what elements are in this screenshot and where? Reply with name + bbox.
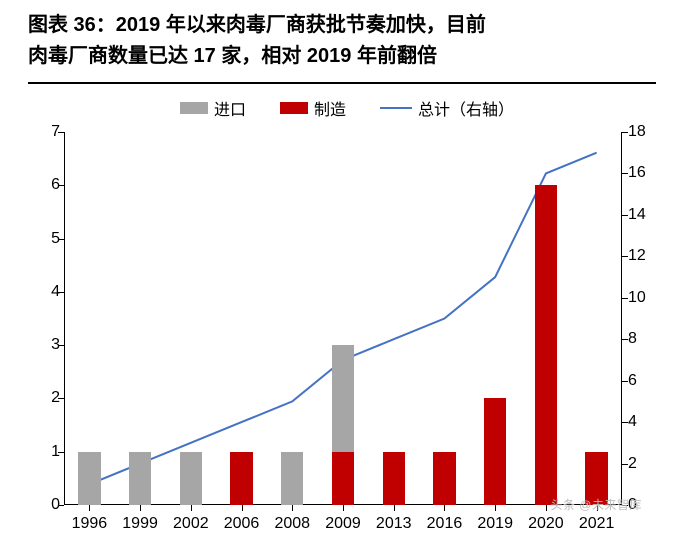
bar-manufacture (230, 452, 252, 505)
legend-item-manufacture: 制造 (280, 96, 346, 120)
legend-label-manufacture: 制造 (314, 96, 346, 120)
xtick (89, 505, 90, 511)
chart-title-line2: 肉毒厂商数量已达 17 家，相对 2019 年前翻倍 (28, 41, 656, 72)
legend: 进口 制造 总计（右轴） (28, 92, 666, 128)
xtick (191, 505, 192, 511)
xtick (343, 505, 344, 511)
legend-item-import: 进口 (180, 96, 246, 120)
xlabel: 1999 (122, 515, 158, 533)
ylabel-left: 5 (34, 230, 60, 248)
xtick (242, 505, 243, 511)
bar-manufacture (535, 185, 557, 505)
xlabel: 1996 (72, 515, 108, 533)
ylabel-right: 8 (628, 330, 658, 348)
ylabel-left: 0 (34, 496, 60, 514)
ylabel-left: 7 (34, 123, 60, 141)
ylabel-right: 2 (628, 455, 658, 473)
ylabel-right: 14 (628, 206, 658, 224)
legend-swatch-manufacture (280, 102, 308, 114)
ylabel-right: 4 (628, 413, 658, 431)
xlabel: 2008 (274, 515, 310, 533)
ylabel-right: 18 (628, 123, 658, 141)
legend-label-import: 进口 (214, 96, 246, 120)
bar-manufacture (484, 398, 506, 505)
legend-item-total: 总计（右轴） (380, 96, 514, 120)
ylabel-left: 3 (34, 336, 60, 354)
xlabel: 2006 (224, 515, 260, 533)
bar-manufacture (332, 452, 354, 505)
xlabel: 2013 (376, 515, 412, 533)
ylabel-left: 6 (34, 176, 60, 194)
legend-swatch-import (180, 102, 208, 114)
chart-title-line1: 图表 36：2019 年以来肉毒厂商获批节奏加快，目前 (28, 10, 656, 41)
bar-import (332, 345, 354, 452)
bar-import (180, 452, 202, 505)
bar-import (78, 452, 100, 505)
legend-swatch-total (380, 107, 412, 109)
xtick (394, 505, 395, 511)
ylabel-right: 16 (628, 164, 658, 182)
title-divider (28, 82, 656, 84)
xtick (140, 505, 141, 511)
xlabel: 2021 (579, 515, 615, 533)
xtick (292, 505, 293, 511)
xtick (495, 505, 496, 511)
ylabel-left: 4 (34, 283, 60, 301)
xlabel: 2020 (528, 515, 564, 533)
ylabel-right: 10 (628, 289, 658, 307)
xlabel: 2002 (173, 515, 209, 533)
watermark: 头条 @未来智库 (550, 496, 642, 513)
bar-import (281, 452, 303, 505)
xlabel: 2016 (427, 515, 463, 533)
plot-area: 0123456702468101214161819961999200220062… (64, 132, 622, 505)
bar-import (129, 452, 151, 505)
xtick (546, 505, 547, 511)
legend-label-total: 总计（右轴） (418, 96, 514, 120)
chart-container: 进口 制造 总计（右轴） 012345670246810121416181996… (28, 92, 666, 539)
xtick (444, 505, 445, 511)
bar-manufacture (383, 452, 405, 505)
bar-manufacture (433, 452, 455, 505)
ylabel-right: 6 (628, 372, 658, 390)
ylabel-left: 2 (34, 389, 60, 407)
xlabel: 2009 (325, 515, 361, 533)
ylabel-left: 1 (34, 443, 60, 461)
ylabel-right: 12 (628, 247, 658, 265)
xlabel: 2019 (477, 515, 513, 533)
